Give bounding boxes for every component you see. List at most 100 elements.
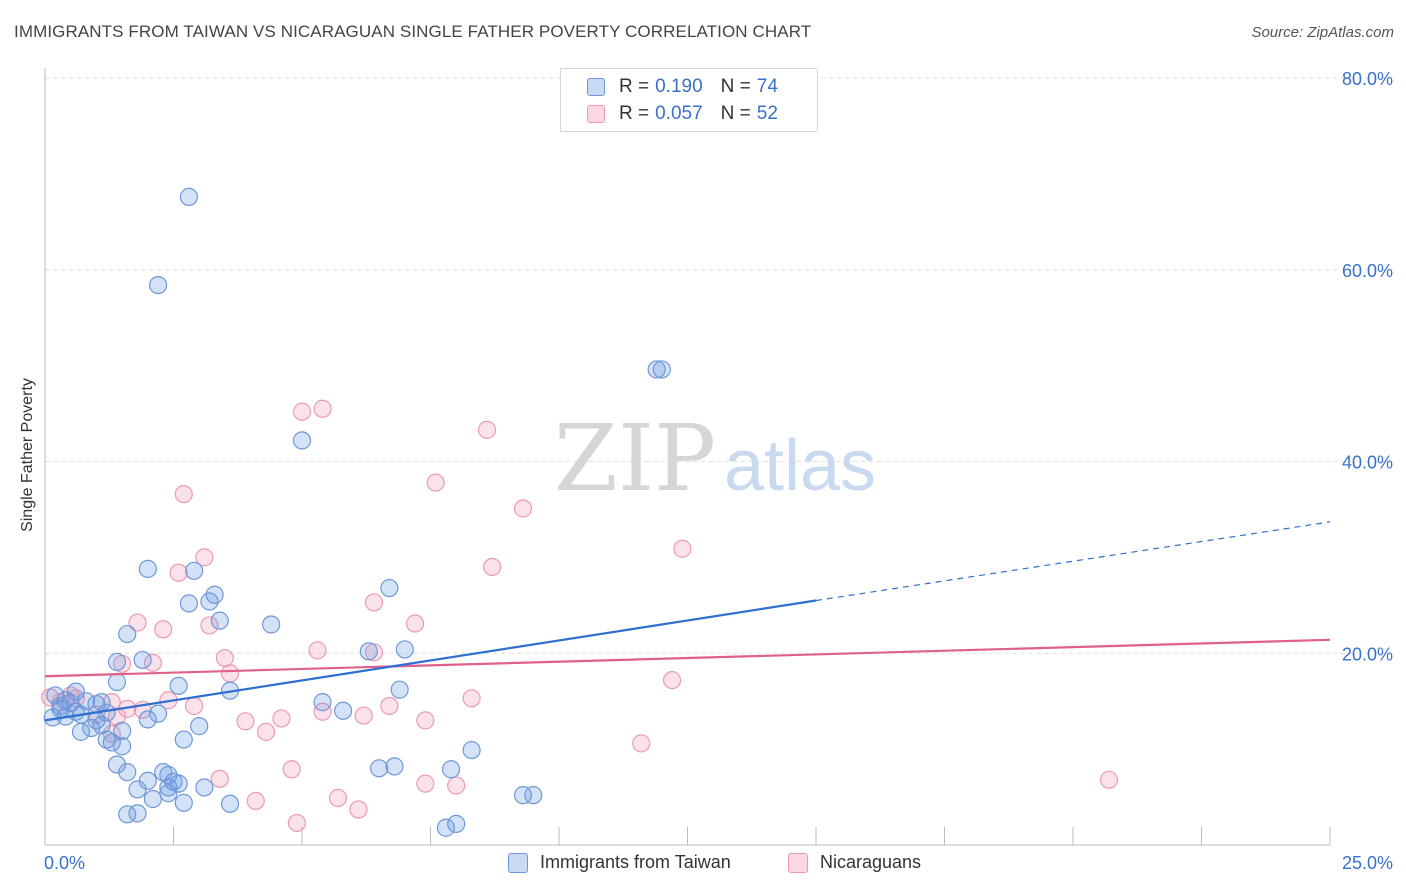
series-legend: Immigrants from Taiwan Nicaraguans [0,852,1406,878]
legend-row-nicaraguans: R = 0.057 N = 52 [587,102,778,126]
nicaraguans-point [416,774,435,793]
nicaraguans-point [210,769,229,788]
watermark-atlas: atlas [724,426,876,506]
taiwan-point [447,814,466,834]
nicaraguans-point [195,548,214,567]
taiwan-point [513,786,533,805]
nicaraguans-point [128,613,147,632]
taiwan-point [395,640,414,659]
taiwan-point [148,275,168,295]
taiwan-point [107,755,127,774]
nicaraguans-point [364,643,384,662]
taiwan-point [441,760,461,779]
taiwan-point [143,789,163,809]
taiwan-point [292,431,312,450]
legend-item-nicaraguans[interactable]: Nicaraguans [788,852,921,873]
watermark-zip: ZIP [554,405,716,512]
taiwan-point [380,578,399,598]
taiwan-point [334,701,353,720]
taiwan-point [112,721,132,741]
taiwan-point [174,730,193,749]
taiwan-point [92,716,111,735]
taiwan-point [107,672,127,692]
taiwan-point [112,737,132,756]
taiwan-point [102,733,121,752]
nicaraguans-point [282,760,301,779]
legend-n-label: N = [720,76,751,97]
taiwan-point [118,624,137,644]
taiwan-point [436,818,456,837]
taiwan-point [66,702,85,721]
correlation-legend: R = 0.190 N = 74 R = 0.057 N = 52 [560,68,818,132]
x-tick-label: 25.0% [1342,853,1393,873]
legend-n-value: 52 [756,103,778,124]
nicaraguans-point [426,473,445,492]
taiwan-point [138,710,157,729]
nicaraguans-point [477,420,497,439]
nicaraguans-point [308,641,327,660]
taiwan-trend-line [44,599,817,722]
legend-n-label: N = [720,103,751,124]
source-label: Source: ZipAtlas.com [1251,24,1394,41]
taiwan-point [159,784,178,803]
legend-r-value: 0.057 [655,103,703,124]
taiwan-point [46,686,65,705]
legend-r-value: 0.190 [655,76,703,97]
nicaraguans-point [215,648,234,668]
nicaraguans-point [184,696,204,716]
taiwan-point [210,611,229,630]
nicaraguans-point [447,776,466,795]
legend-n-value: 74 [756,76,778,97]
taiwan-point [220,794,240,813]
taiwan-point [71,722,91,741]
legend-row-taiwan: R = 0.190 N = 74 [587,75,778,99]
taiwan-point [462,740,481,760]
x-tick-label: 0.0% [44,853,85,873]
nicaraguans-point [662,670,682,690]
nicaraguans-point [220,664,240,683]
taiwan-point [128,804,147,823]
legend-label-taiwan: Immigrants from Taiwan [540,852,731,872]
taiwan-point [195,778,214,797]
taiwan-point [190,717,209,736]
taiwan-point [652,360,671,379]
taiwan-point [313,693,332,712]
nicaraguans-point [169,563,188,582]
nicaraguans-point [364,593,384,612]
nicaraguans-point [416,711,435,730]
taiwan-point [82,718,101,738]
taiwan-point [200,592,219,611]
taiwan-point [87,694,106,714]
taiwan-point [133,650,152,670]
nicaraguans-point [462,689,481,708]
taiwan-point [107,652,127,671]
taiwan-point [56,691,75,710]
taiwan-point [179,594,199,613]
legend-r-label: R = [619,76,650,97]
taiwan-point [184,561,204,580]
nicaraguans-point [313,702,332,721]
legend-swatch-pink [788,852,808,873]
nicaraguans-point [143,653,163,672]
legend-item-taiwan[interactable]: Immigrants from Taiwan [508,852,731,873]
taiwan-point [174,793,193,812]
nicaraguans-point [154,620,173,639]
taiwan-trend-extension [815,521,1331,602]
legend-r-label: R = [619,103,650,124]
nicaraguans-point [256,722,276,741]
y-tick-label: 80.0% [1342,69,1393,89]
nicaraguans-point [236,712,255,731]
taiwan-point [385,757,404,776]
legend-swatch-blue [508,852,528,873]
y-tick-label: 20.0% [1342,644,1393,664]
nicaraguans-point [313,399,332,418]
taiwan-point [647,360,666,379]
nicaraguans-point [272,709,291,728]
taiwan-point [262,615,281,634]
taiwan-point [118,763,137,782]
nicaraguans-point [673,539,692,558]
taiwan-point [148,704,168,723]
taiwan-point [524,786,543,805]
y-tick-label: 40.0% [1342,453,1393,473]
